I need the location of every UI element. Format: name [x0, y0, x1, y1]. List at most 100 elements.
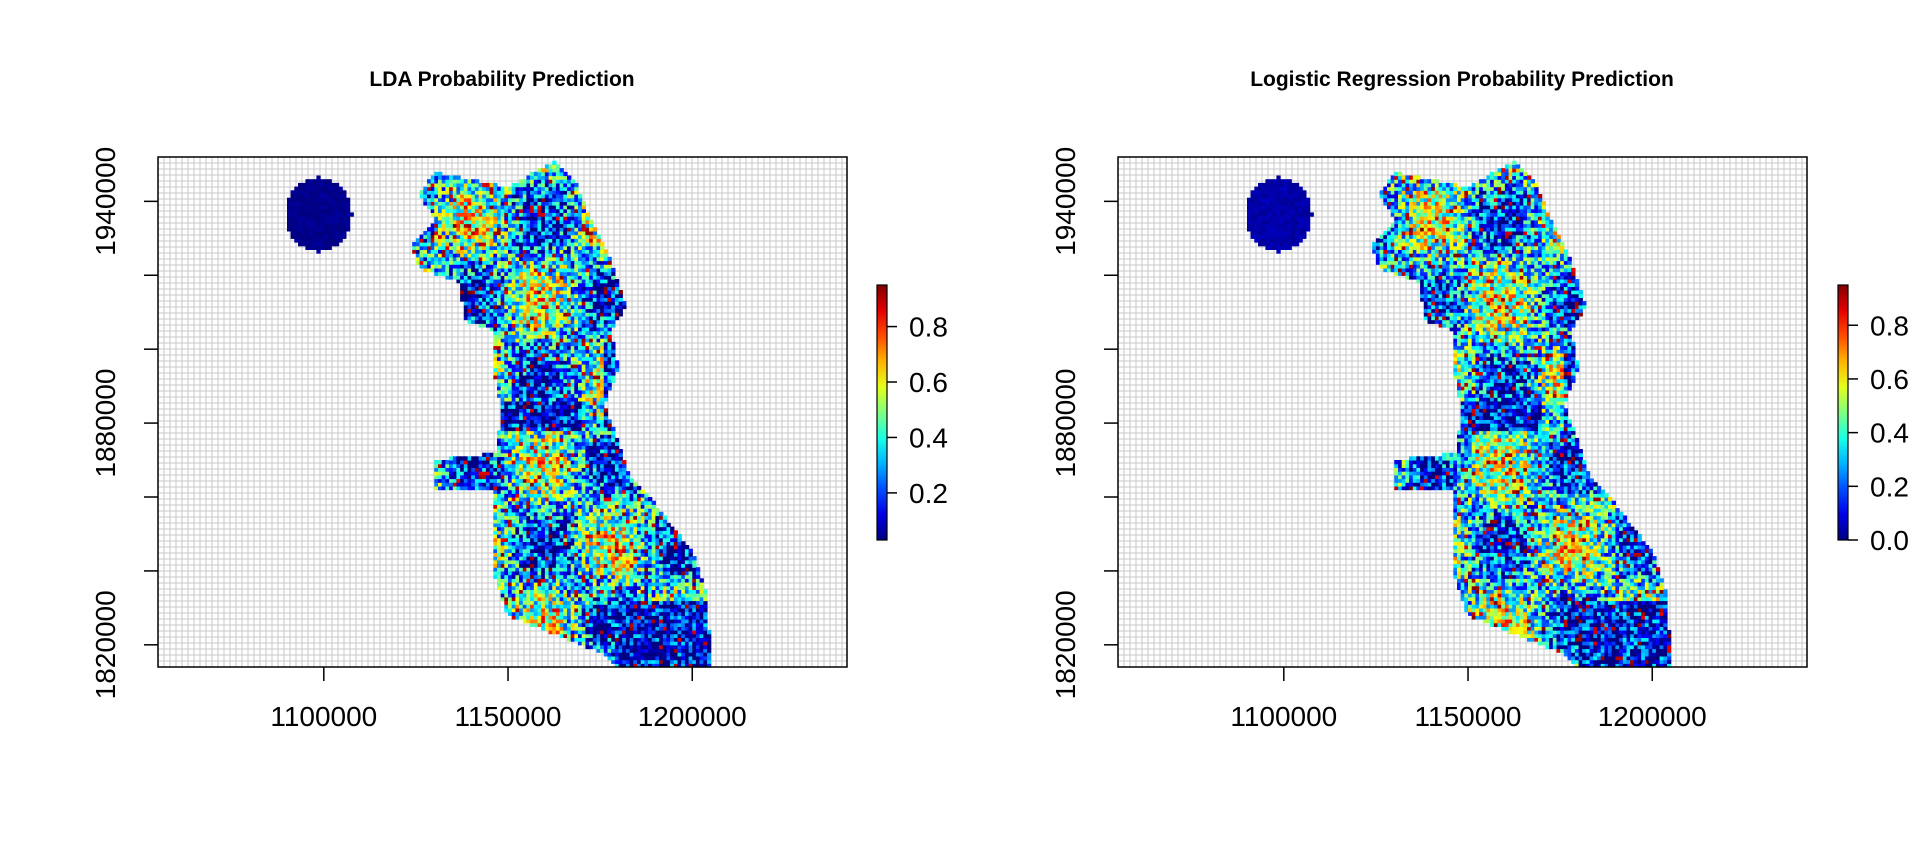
heatmap-cell [589, 378, 594, 383]
heatmap-cell [548, 397, 553, 402]
heatmap-cell [607, 264, 612, 269]
heatmap-cell [592, 360, 598, 365]
heatmap-cell [559, 534, 564, 539]
heatmap-cell [559, 253, 564, 258]
heatmap-cell [589, 356, 594, 361]
heatmap-cell [600, 404, 605, 409]
heatmap-cell [589, 349, 594, 354]
heatmap-cell [570, 582, 575, 587]
heatmap-cell [544, 286, 550, 291]
heatmap-cell [497, 364, 502, 369]
heatmap-cell [497, 508, 502, 513]
heatmap-cell [467, 253, 472, 258]
heatmap-cell [596, 334, 601, 339]
heatmap-cell [559, 293, 564, 298]
heatmap-cell [589, 312, 594, 317]
heatmap-cell [592, 415, 598, 420]
heatmap-cell [541, 552, 546, 557]
heatmap-cell [467, 190, 472, 195]
heatmap-cell [559, 301, 564, 306]
heatmap-cell [567, 526, 572, 531]
heatmap-cell [548, 504, 553, 509]
heatmap-cell [548, 290, 553, 295]
heatmap-cell [452, 267, 458, 273]
heatmap-cell [581, 327, 586, 332]
heatmap-cell [596, 312, 601, 317]
heatmap-cell [294, 190, 299, 195]
heatmap-cell [305, 230, 310, 236]
heatmap-cell [515, 400, 520, 406]
heatmap-cell [559, 275, 564, 280]
heatmap-cell [578, 449, 583, 454]
heatmap-cell [522, 349, 528, 354]
heatmap-cell [592, 489, 598, 494]
heatmap-cell [567, 463, 572, 468]
heatmap-cell [592, 508, 598, 513]
heatmap-cell [445, 253, 450, 258]
heatmap-cell [603, 301, 609, 306]
heatmap-cell [541, 500, 546, 505]
heatmap-cell [515, 434, 520, 439]
heatmap-cell [463, 216, 469, 221]
heatmap-cell [508, 430, 513, 435]
heatmap-cell [607, 349, 612, 354]
heatmap-cell [592, 378, 598, 383]
heatmap-cell [441, 264, 446, 269]
heatmap-cell [327, 245, 332, 250]
heatmap-cell [570, 412, 575, 417]
heatmap-cell [471, 249, 476, 254]
heatmap-cell [522, 449, 528, 454]
heatmap-cell [574, 397, 579, 402]
heatmap-cell [611, 526, 616, 531]
heatmap-cell [500, 186, 505, 191]
heatmap-cell [563, 205, 568, 210]
heatmap-cell [530, 319, 535, 324]
heatmap-cell [482, 485, 487, 491]
heatmap-cell [519, 400, 524, 406]
heatmap-cell [485, 219, 491, 225]
heatmap-cell [511, 234, 516, 239]
heatmap-cell [533, 408, 539, 413]
heatmap-cell [497, 290, 502, 295]
heatmap-cell [563, 194, 568, 199]
heatmap-cell [555, 582, 561, 587]
heatmap-cell [600, 304, 605, 310]
heatmap-cell [592, 585, 598, 590]
heatmap-cell [305, 179, 310, 184]
heatmap-cell [581, 515, 586, 520]
heatmap-cell [526, 582, 531, 587]
heatmap-cell [581, 504, 586, 509]
heatmap-cell [559, 537, 564, 542]
heatmap-cell [544, 563, 550, 568]
heatmap-cell [541, 400, 546, 406]
heatmap-cell [581, 530, 586, 535]
heatmap-cell [474, 319, 480, 324]
heatmap-cell [567, 556, 572, 561]
heatmap-cell [530, 415, 535, 420]
heatmap-cell [526, 423, 531, 428]
heatmap-cell [567, 378, 572, 383]
heatmap-cell [570, 615, 575, 620]
heatmap-cell [563, 460, 568, 465]
heatmap-cell [530, 519, 535, 524]
heatmap-cell [508, 423, 513, 428]
heatmap-cell [500, 519, 505, 524]
heatmap-cell [581, 400, 586, 406]
heatmap-cell [533, 245, 539, 250]
heatmap-cell [438, 482, 443, 487]
heatmap-cell [441, 219, 446, 225]
heatmap-cell [548, 437, 553, 443]
heatmap-cell [592, 397, 598, 402]
heatmap-cell [600, 415, 605, 420]
heatmap-cell [449, 208, 454, 213]
heatmap-cell [603, 637, 609, 642]
heatmap-cell [603, 522, 609, 528]
heatmap-cell [559, 279, 564, 284]
heatmap-cell [570, 349, 575, 354]
heatmap-cell [342, 234, 347, 239]
heatmap-cell [508, 534, 513, 539]
heatmap-cell [519, 423, 524, 428]
heatmap-cell [497, 212, 502, 217]
heatmap-cell [559, 182, 564, 188]
heatmap-cell [463, 227, 469, 232]
